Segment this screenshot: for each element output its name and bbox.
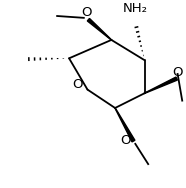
- Polygon shape: [115, 108, 135, 142]
- Text: NH₂: NH₂: [123, 2, 148, 15]
- Text: O: O: [120, 134, 130, 147]
- Polygon shape: [87, 18, 111, 40]
- Text: O: O: [81, 6, 92, 19]
- Text: O: O: [172, 66, 183, 79]
- Polygon shape: [145, 77, 177, 93]
- Text: O: O: [72, 78, 83, 92]
